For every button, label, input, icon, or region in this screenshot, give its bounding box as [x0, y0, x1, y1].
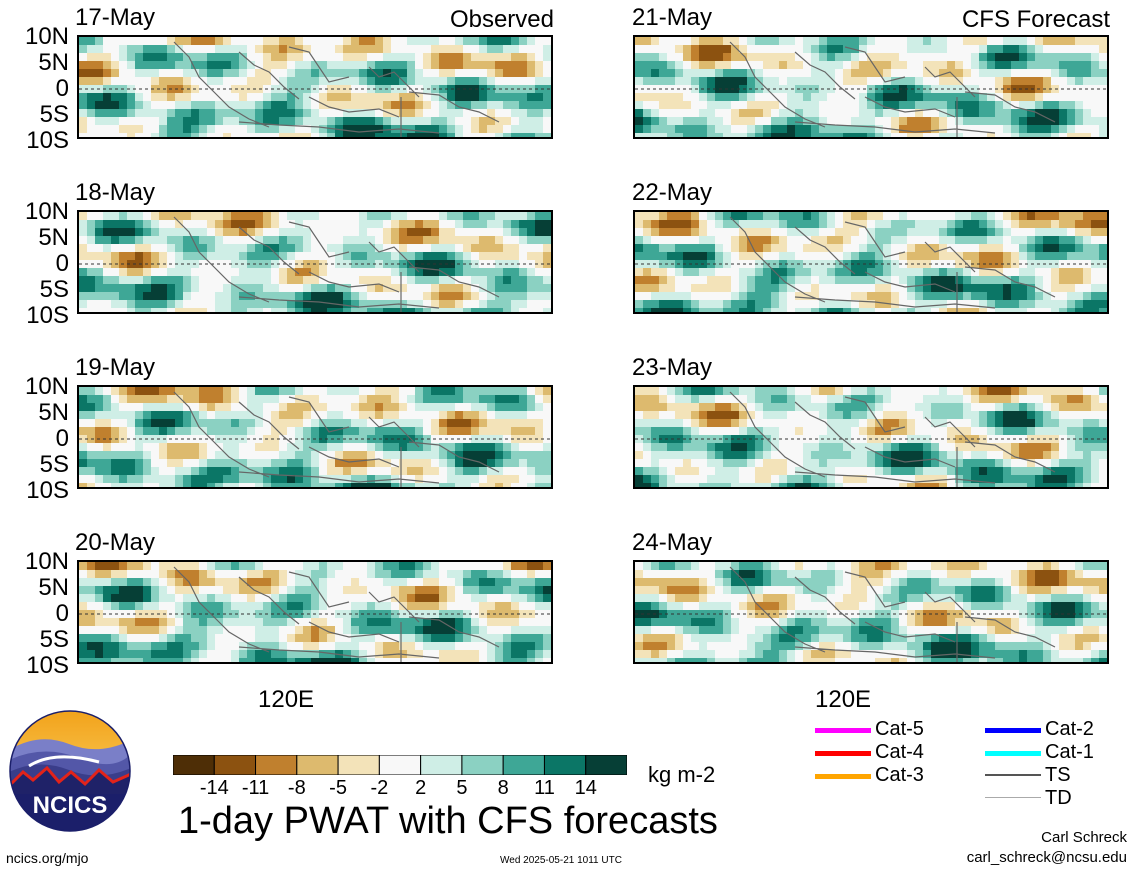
ncics-logo: NCICS: [9, 710, 131, 832]
colorbar-swatch: [543, 755, 587, 775]
map-17-may: [77, 35, 553, 139]
legend-label: Cat-5: [875, 718, 924, 740]
y-tick-label: 5S: [39, 626, 69, 653]
legend-label: TS: [1045, 764, 1071, 786]
panel-date: 19-May: [75, 354, 156, 381]
panel-label: Observed: [449, 6, 554, 33]
map-19-may: [77, 385, 553, 489]
x-tick-label-right: 120E: [815, 686, 872, 713]
legend-swatch: [985, 751, 1041, 756]
coastline: [173, 391, 500, 487]
colorbar-units: kg m-2: [648, 762, 716, 787]
coastline: [729, 216, 1056, 312]
y-tick-label: 5N: [38, 49, 69, 76]
panel-date: 24-May: [632, 529, 713, 556]
y-tick-label: 0: [55, 75, 69, 102]
colorbar-tick: -8: [287, 777, 306, 799]
coastline: [173, 566, 500, 662]
map-21-may: [633, 35, 1109, 139]
colorbar-swatch: [213, 755, 257, 775]
legend-swatch: [985, 774, 1041, 776]
map-18-may: [77, 210, 553, 314]
y-tick-label: 10N: [24, 548, 69, 575]
legend-label: TD: [1045, 787, 1072, 809]
colorbar-tick: -14: [199, 777, 229, 799]
colorbar-swatch: [461, 755, 504, 775]
map-23-may: [633, 385, 1109, 489]
y-tick-label: 5N: [38, 224, 69, 251]
y-tick-label: 10S: [26, 652, 69, 679]
panel-date: 20-May: [75, 529, 156, 556]
coastline: [729, 41, 1056, 137]
colorbar-swatch: [585, 755, 627, 775]
legend-swatch: [815, 751, 871, 756]
y-tick-label: 10N: [24, 23, 69, 50]
colorbar-tick: 14: [574, 777, 597, 799]
author-name: Carl Schreck: [1041, 829, 1127, 846]
legend-swatch: [985, 728, 1041, 733]
footer-timestamp: Wed 2025-05-21 1011 UTC: [500, 855, 622, 866]
panel-label: CFS Forecast: [961, 6, 1110, 33]
colorbar-swatch: [502, 755, 545, 775]
y-tick-label: 10S: [26, 477, 69, 504]
legend-label: Cat-2: [1045, 718, 1094, 740]
colorbar-tick: -2: [370, 777, 389, 799]
y-tick-label: 10S: [26, 127, 69, 154]
footer-author: Carl Schreck carl_schreck@ncsu.edu: [967, 828, 1127, 868]
y-tick-label: 10N: [24, 373, 69, 400]
y-tick-label: 0: [55, 425, 69, 452]
coastline: [729, 566, 1056, 662]
colorbar-tick: 5: [456, 777, 468, 799]
panel-date: 23-May: [632, 354, 713, 381]
chart-title: 1-day PWAT with CFS forecasts: [178, 800, 718, 842]
panel-date: 17-May: [75, 4, 156, 31]
panel-date: 22-May: [632, 179, 713, 206]
colorbar-tick: 8: [497, 777, 509, 799]
map-24-may: [633, 560, 1109, 664]
y-tick-label: 5S: [39, 451, 69, 478]
y-tick-label: 5S: [39, 101, 69, 128]
logo-text: NCICS: [33, 792, 108, 819]
y-tick-label: 5N: [38, 574, 69, 601]
legend-swatch: [815, 774, 871, 779]
colorbar-tick: 11: [534, 777, 555, 799]
x-tick-label-left: 120E: [258, 686, 315, 713]
legend-swatch: [815, 728, 871, 733]
colorbar: [173, 755, 627, 775]
y-tick-label: 5S: [39, 276, 69, 303]
panel-date: 18-May: [75, 179, 156, 206]
y-tick-label: 10S: [26, 302, 69, 329]
panel-date: 21-May: [632, 4, 713, 31]
author-email[interactable]: carl_schreck@ncsu.edu: [966, 849, 1127, 866]
map-20-may: [77, 560, 553, 664]
coastline: [729, 391, 1056, 487]
footer-url[interactable]: ncics.org/mjo: [6, 850, 89, 866]
legend-label: Cat-4: [875, 741, 924, 763]
colorbar-swatch: [378, 755, 422, 775]
colorbar-tick: 2: [415, 777, 427, 799]
map-22-may: [633, 210, 1109, 314]
colorbar-swatch: [420, 755, 463, 775]
coastline: [173, 216, 500, 312]
colorbar-tick: -5: [329, 777, 347, 799]
coastline: [173, 41, 500, 137]
legend-label: Cat-3: [875, 764, 924, 786]
colorbar-swatch: [337, 755, 380, 775]
y-tick-label: 5N: [38, 399, 69, 426]
y-tick-label: 0: [55, 600, 69, 627]
colorbar-swatch: [296, 755, 339, 775]
legend-swatch: [985, 797, 1041, 798]
legend-label: Cat-1: [1045, 741, 1094, 763]
colorbar-swatch: [173, 755, 215, 775]
y-tick-label: 0: [55, 250, 69, 277]
colorbar-swatch: [255, 755, 298, 775]
colorbar-tick: -11: [241, 777, 270, 799]
y-tick-label: 10N: [24, 198, 69, 225]
